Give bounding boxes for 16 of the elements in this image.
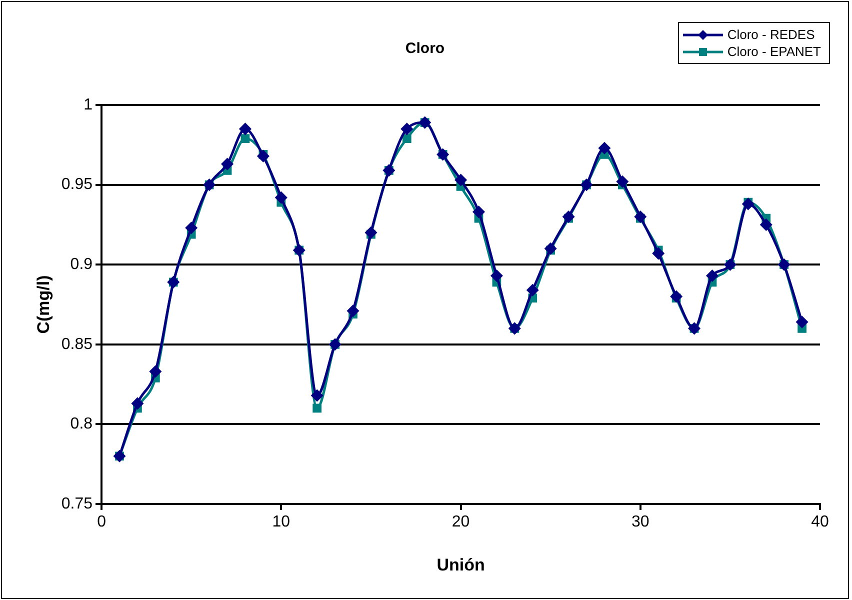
x-tick-label: 20 [452,513,470,530]
y-tick-label: 0.95 [61,176,93,194]
y-tick-label: 0.8 [70,416,93,433]
y-tick-label: 0.9 [70,256,93,274]
legend-label: Cloro - EPANET [727,44,821,59]
y-tick-label: 0.85 [61,336,93,353]
x-tick-label: 10 [272,513,290,530]
x-tick-label: 0 [97,513,106,530]
legend-label: Cloro - REDES [727,27,815,42]
y-tick-label: 1 [84,96,93,114]
y-axis-title: C(mg/l) [34,275,53,334]
x-tick-label: 30 [631,513,650,530]
chart-title: Cloro [405,40,445,58]
y-tick-label: 0.75 [61,495,93,512]
x-tick-label: 40 [811,513,829,530]
x-axis-title: Unión [436,555,485,574]
